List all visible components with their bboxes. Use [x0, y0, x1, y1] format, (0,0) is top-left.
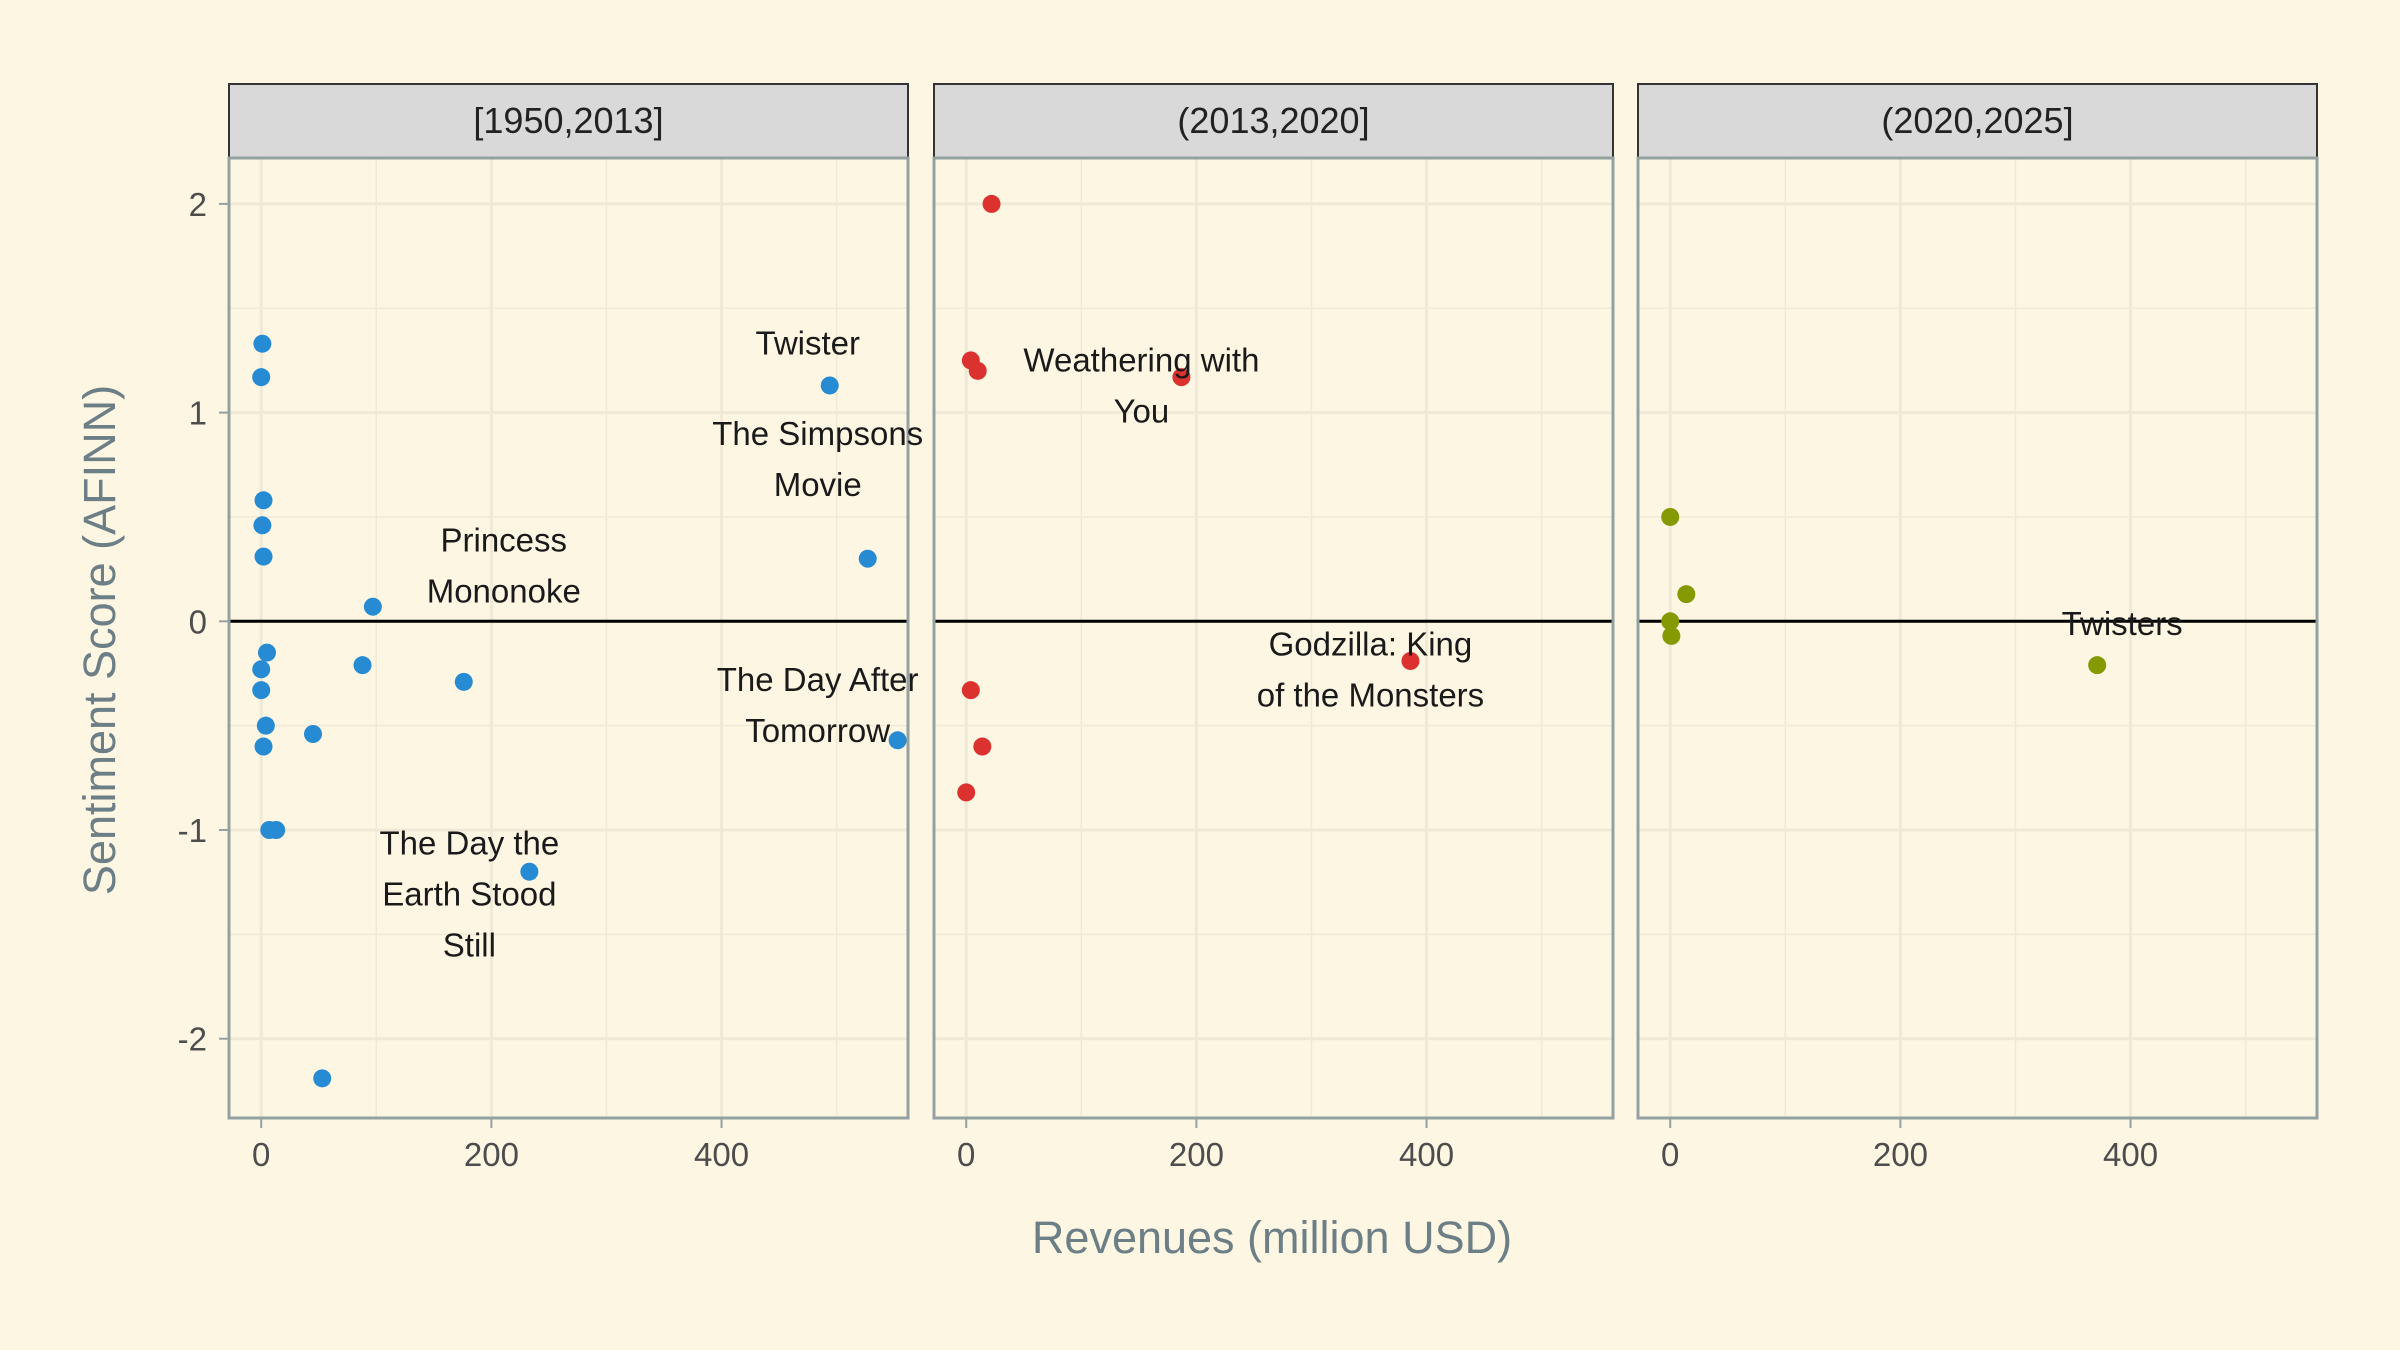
point-label: The Day the Earth Stood Still — [379, 825, 559, 964]
point-label-line: Still — [443, 927, 496, 964]
point-label-line: of the Monsters — [1257, 676, 1484, 713]
point-label-line: Godzilla: King — [1269, 625, 1473, 662]
data-point — [1661, 507, 1680, 526]
data-point — [353, 656, 372, 675]
x-tick-label: 200 — [1873, 1136, 1928, 1173]
facet-strip-label: (2013,2020] — [1177, 100, 1369, 141]
y-tick-label: -1 — [178, 812, 207, 849]
x-axis-title: Revenues (million USD) — [1032, 1212, 1512, 1263]
point-label-line: The Simpsons — [712, 415, 923, 452]
data-point — [1662, 626, 1681, 645]
data-point — [858, 549, 877, 568]
data-point — [363, 597, 382, 616]
y-tick-label: -2 — [178, 1021, 207, 1058]
facet-strip-label: (2020,2025] — [1881, 100, 2073, 141]
data-point — [254, 491, 273, 510]
x-tick-label: 0 — [957, 1136, 975, 1173]
facet-strip — [228, 83, 909, 159]
point-label-line: The Day the — [379, 825, 559, 862]
data-point — [267, 821, 286, 839]
data-point — [957, 783, 976, 802]
point-label-line: Tomorrow — [745, 712, 890, 749]
data-point — [1172, 368, 1191, 387]
data-point — [252, 368, 271, 387]
point-label: Weathering with You — [1023, 342, 1259, 430]
data-point — [304, 725, 323, 743]
point-label: Twister — [755, 324, 860, 361]
x-tick-label: 200 — [1169, 1136, 1224, 1173]
data-point — [454, 672, 473, 691]
data-point — [820, 376, 839, 395]
data-point — [256, 716, 275, 735]
facet-panel: (2013,2020] 0 200 400 Weathering with You Godz… — [932, 83, 1615, 1173]
x-tick-label: 400 — [694, 1136, 749, 1173]
data-point — [961, 681, 980, 700]
data-point — [973, 737, 992, 756]
y-axis-title: Sentiment Score (AFINN) — [74, 385, 125, 895]
point-label-line: Weathering with — [1023, 342, 1259, 379]
facet-panels: -2 -1 0 1 2 [1950,2013] 0 200 400 Twister The Simp… — [178, 83, 2319, 1173]
data-point — [252, 681, 271, 700]
data-point — [982, 194, 1001, 213]
point-label: The Simpsons Movie — [712, 415, 923, 503]
x-tick-label: 200 — [464, 1136, 519, 1173]
point-label-line: Princess — [440, 521, 567, 558]
y-tick-label: 0 — [189, 603, 207, 640]
point-label-line: Twisters — [2062, 605, 2183, 642]
data-point — [888, 731, 907, 750]
facet-strip-label: [1950,2013] — [473, 100, 663, 141]
point-label: Princess Mononoke — [427, 521, 581, 609]
data-point — [252, 660, 271, 679]
point-label: The Day After Tomorrow — [717, 661, 919, 749]
data-point — [1401, 651, 1420, 670]
data-point — [257, 643, 276, 662]
data-point — [253, 334, 272, 353]
facet-panel: (2020,2025] 0 200 400 Twisters — [1636, 83, 2319, 1173]
panel-border — [932, 156, 1615, 1120]
x-tick-label: 0 — [1661, 1136, 1679, 1173]
panel-border — [1636, 156, 2319, 1120]
y-tick-label: 1 — [189, 395, 207, 432]
data-point — [313, 1069, 332, 1088]
point-label-line: Movie — [774, 466, 862, 503]
data-point — [520, 862, 539, 881]
point-label-line: Twister — [755, 324, 860, 361]
point-label: Godzilla: King of the Monsters — [1257, 625, 1484, 713]
point-label-line: The Day After — [717, 661, 919, 698]
data-point — [1661, 612, 1680, 631]
data-point — [2088, 656, 2107, 675]
data-point — [1677, 585, 1696, 604]
x-tick-label: 400 — [2103, 1136, 2158, 1173]
facet-panel: [1950,2013] 0 200 400 Twister The Simpsons Mov… — [227, 83, 923, 1173]
y-tick-label: 2 — [189, 186, 207, 223]
point-label-line: Mononoke — [427, 572, 581, 609]
data-point — [968, 361, 987, 380]
data-point — [254, 547, 273, 566]
point-label-line: Earth Stood — [382, 876, 556, 913]
data-point — [253, 516, 272, 535]
x-tick-label: 400 — [1399, 1136, 1454, 1173]
point-label: Twisters — [2062, 605, 2183, 642]
point-label-line: You — [1114, 393, 1170, 430]
data-point — [254, 737, 273, 756]
x-tick-label: 0 — [252, 1136, 270, 1173]
panel-border — [227, 156, 910, 1120]
